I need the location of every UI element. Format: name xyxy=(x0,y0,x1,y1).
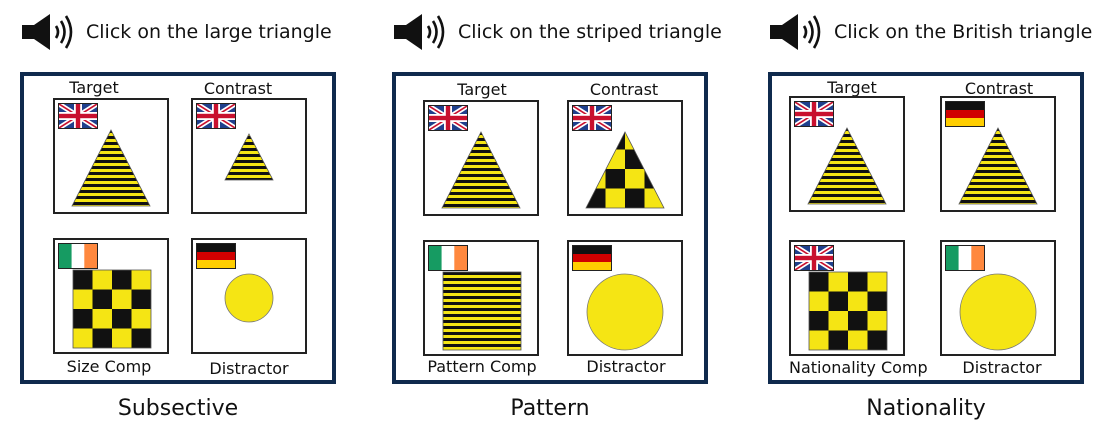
card-distractor[interactable] xyxy=(191,238,307,354)
label-target: Target xyxy=(457,80,507,99)
label-competitor: Pattern Comp xyxy=(427,357,537,376)
uk-flag-icon xyxy=(793,99,835,129)
card-competitor[interactable] xyxy=(423,240,539,356)
speaker-icon[interactable] xyxy=(392,12,448,52)
instruction-row: Click on the large triangle xyxy=(20,8,332,56)
instruction-text: Click on the striped triangle xyxy=(458,21,722,43)
card-contrast[interactable] xyxy=(191,98,307,214)
uk-flag-icon xyxy=(195,101,237,131)
panel-subsective: Click on the large triangle Target Contr… xyxy=(20,0,360,442)
uk-flag-icon xyxy=(427,103,469,133)
large-plain-circle xyxy=(569,242,681,354)
checkered-square xyxy=(791,242,903,354)
large-striped-triangle xyxy=(791,98,903,210)
label-distractor: Distractor xyxy=(962,358,1042,377)
speaker-icon[interactable] xyxy=(20,12,76,52)
germany-flag-icon xyxy=(945,101,985,127)
panel-pattern: Click on the striped triangle Target Con… xyxy=(392,0,732,442)
label-competitor: Size Comp xyxy=(66,357,152,376)
label-target: Target xyxy=(827,78,877,97)
ireland-flag-icon xyxy=(58,243,98,269)
germany-flag-icon xyxy=(196,243,236,269)
card-target[interactable] xyxy=(53,98,169,214)
label-competitor: Nationality Comp xyxy=(789,358,928,377)
condition-caption: Pattern xyxy=(510,396,590,421)
label-distractor: Distractor xyxy=(586,357,666,376)
large-plain-circle xyxy=(942,242,1054,354)
card-target[interactable] xyxy=(789,96,905,212)
label-contrast: Contrast xyxy=(964,79,1034,98)
card-distractor[interactable] xyxy=(567,240,683,356)
instruction-row: Click on the striped triangle xyxy=(392,8,722,56)
ireland-flag-icon xyxy=(945,245,985,271)
condition-caption: Subsective xyxy=(117,396,239,421)
ireland-flag-icon xyxy=(428,245,468,271)
large-striped-triangle xyxy=(55,100,167,212)
instruction-row: Click on the British triangle xyxy=(768,8,1092,56)
card-target[interactable] xyxy=(423,100,539,216)
small-striped-triangle xyxy=(193,100,305,212)
checkered-square xyxy=(55,240,167,352)
card-competitor[interactable] xyxy=(789,240,905,356)
card-contrast[interactable] xyxy=(567,100,683,216)
striped-square xyxy=(425,242,537,354)
label-contrast: Contrast xyxy=(203,79,273,98)
display-frame: Target Contrast Pattern Comp Distractor xyxy=(392,72,708,384)
uk-flag-icon xyxy=(571,103,613,133)
label-distractor: Distractor xyxy=(209,359,289,378)
display-frame: Target Contrast Size Comp Distractor xyxy=(20,72,336,384)
instruction-text: Click on the British triangle xyxy=(834,21,1093,43)
plain-circle xyxy=(193,240,305,352)
label-contrast: Contrast xyxy=(589,80,659,99)
label-target: Target xyxy=(69,78,119,97)
uk-flag-icon xyxy=(793,243,835,273)
uk-flag-icon xyxy=(57,101,99,131)
large-striped-triangle xyxy=(942,98,1054,210)
condition-caption: Nationality xyxy=(866,396,986,421)
large-checkered-triangle xyxy=(569,102,681,214)
germany-flag-icon xyxy=(572,245,612,271)
card-competitor[interactable] xyxy=(53,238,169,354)
display-frame: Target Contrast Nationality Comp Distrac… xyxy=(768,72,1084,384)
card-distractor[interactable] xyxy=(940,240,1056,356)
panel-nationality: Click on the British triangle Target Con… xyxy=(768,0,1102,442)
large-striped-triangle xyxy=(425,102,537,214)
instruction-text: Click on the large triangle xyxy=(86,21,332,43)
card-contrast[interactable] xyxy=(940,96,1056,212)
speaker-icon[interactable] xyxy=(768,12,824,52)
